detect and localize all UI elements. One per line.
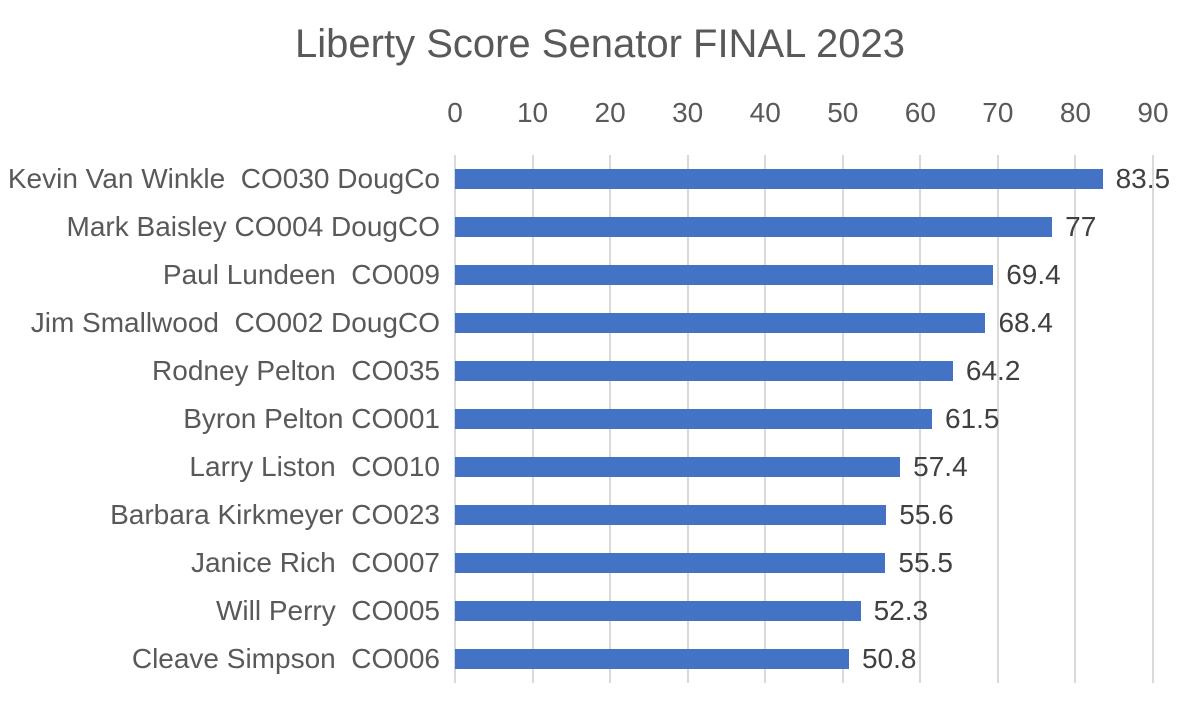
value-label: 61.5	[944, 403, 1000, 434]
x-axis-tick-label: 70	[982, 97, 1014, 128]
bar	[455, 409, 932, 429]
value-label: 69.4	[1006, 259, 1061, 290]
value-label: 64.2	[965, 355, 1021, 386]
value-label: 55.5	[898, 547, 953, 578]
chart-title: Liberty Score Senator FINAL 2023	[295, 22, 905, 66]
category-label: Kevin Van Winkle CO030 DougCo	[7, 163, 440, 194]
gridline	[996, 155, 999, 683]
bar	[455, 649, 849, 669]
x-axis-tick-label: 20	[594, 97, 626, 128]
category-label: Barbara Kirkmeyer CO023	[110, 499, 440, 530]
category-label: Jim Smallwood CO002 DougCO	[30, 307, 440, 338]
category-label: Paul Lundeen CO009	[162, 259, 440, 290]
category-label: Will Perry CO005	[215, 595, 440, 626]
value-label: 83.5	[1115, 163, 1171, 194]
x-axis-tick-label: 0	[447, 97, 463, 128]
value-label: 55.6	[899, 499, 954, 530]
gridline	[1152, 155, 1154, 683]
category-label: Mark Baisley CO004 DougCO	[66, 211, 440, 242]
x-axis-tick-label: 60	[904, 97, 936, 128]
x-axis-tick-label: 90	[1137, 97, 1169, 128]
category-label: Janice Rich CO007	[190, 547, 440, 578]
bar	[455, 457, 901, 477]
value-label: 50.8	[861, 643, 917, 674]
bar	[455, 553, 886, 573]
bar	[455, 505, 887, 525]
category-label: Larry Liston CO010	[189, 451, 440, 482]
bar	[455, 169, 1103, 189]
value-label: 52.3	[873, 595, 929, 626]
category-label: Byron Pelton CO001	[183, 403, 440, 434]
value-label: 57.4	[913, 451, 968, 482]
bar	[455, 265, 994, 285]
x-axis-tick-label: 50	[827, 97, 859, 128]
bar	[455, 313, 986, 333]
x-axis-tick-label: 80	[1059, 97, 1092, 128]
category-label: Cleave Simpson CO006	[131, 643, 440, 674]
bar	[455, 217, 1053, 237]
bar	[455, 361, 953, 381]
value-label: 77	[1065, 211, 1097, 242]
bar	[455, 601, 861, 621]
x-axis-tick-label: 30	[672, 97, 704, 128]
x-axis-tick-label: 40	[749, 97, 781, 128]
value-label: 68.4	[998, 307, 1053, 338]
category-label: Rodney Pelton CO035	[152, 355, 440, 386]
gridline	[1074, 155, 1077, 683]
x-axis-tick-label: 10	[516, 97, 549, 128]
